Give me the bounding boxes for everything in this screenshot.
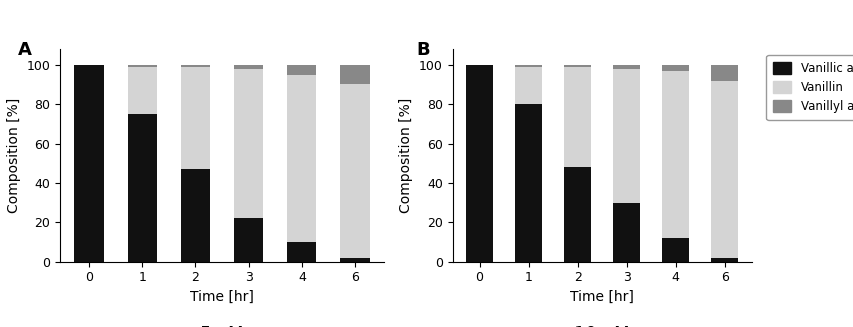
Y-axis label: Composition [%]: Composition [%] (7, 98, 20, 213)
Bar (612, 65, 639, 69)
Text: A: A (18, 41, 32, 59)
Bar (514, 67, 542, 104)
Bar (181, 169, 210, 262)
Bar (466, 65, 492, 262)
Bar (612, 202, 639, 262)
Bar (234, 65, 263, 69)
Bar (234, 218, 263, 262)
Bar (340, 258, 369, 262)
Bar (661, 238, 688, 262)
Bar (127, 114, 157, 262)
Bar (287, 75, 316, 242)
Bar (711, 258, 737, 262)
Bar (127, 67, 157, 114)
X-axis label: Time [hr]: Time [hr] (190, 290, 253, 304)
Legend: Vanillic acid, Vanillin, Vanillyl alcohol: Vanillic acid, Vanillin, Vanillyl alcoho… (765, 55, 853, 120)
Bar (287, 65, 316, 75)
Bar (74, 65, 103, 262)
Bar (612, 69, 639, 202)
Bar (514, 104, 542, 262)
Y-axis label: Composition [%]: Composition [%] (399, 98, 413, 213)
Bar (340, 84, 369, 258)
Text: 10mM: 10mM (573, 325, 630, 327)
Text: 5mM: 5mM (200, 325, 244, 327)
Bar (711, 65, 737, 80)
Bar (340, 65, 369, 84)
Bar (564, 65, 590, 67)
Bar (564, 167, 590, 262)
Bar (181, 67, 210, 169)
Text: B: B (416, 41, 430, 59)
Bar (711, 80, 737, 258)
Bar (181, 65, 210, 67)
Bar (661, 71, 688, 238)
Bar (661, 65, 688, 71)
Bar (234, 69, 263, 218)
Bar (287, 242, 316, 262)
Bar (564, 67, 590, 167)
Bar (127, 65, 157, 67)
X-axis label: Time [hr]: Time [hr] (570, 290, 633, 304)
Bar (514, 65, 542, 67)
